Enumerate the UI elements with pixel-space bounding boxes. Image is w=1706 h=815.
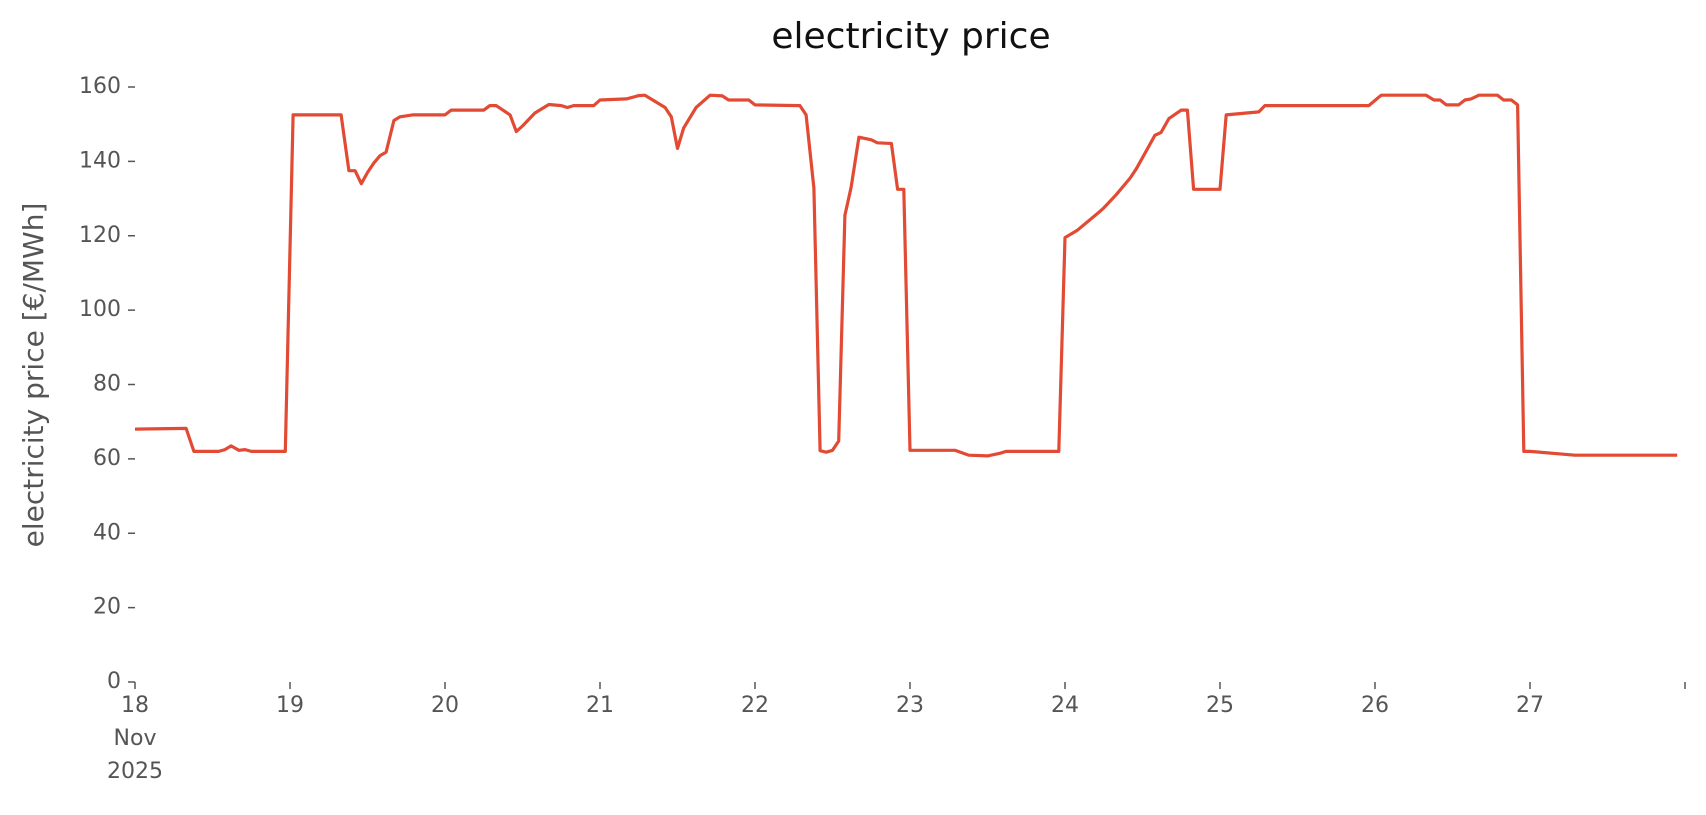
x-tick-label: 18 [121,693,149,718]
x-tick-label: 27 [1516,693,1544,718]
y-tick-label: 60 [93,446,121,471]
x-tick-sublabel: 2025 [107,759,163,784]
y-tick-label: 140 [79,148,121,173]
y-tick-label: 100 [79,297,121,322]
x-tick-label: 21 [586,693,614,718]
y-tick-label: 20 [93,595,121,620]
y-tick-label: 0 [107,669,121,694]
y-tick-label: 120 [79,223,121,248]
y-axis-label: electricity price [€/MWh] [17,203,50,548]
price-line [134,93,1678,458]
y-tick-label: 160 [79,74,121,99]
x-tick-label: 23 [896,693,924,718]
y-tick-label: 40 [93,520,121,545]
chart-title: electricity price [771,16,1050,57]
x-tick-label: 20 [431,693,459,718]
x-tick-label: 26 [1361,693,1389,718]
x-tick-label: 24 [1051,693,1079,718]
y-tick-label: 80 [93,372,121,397]
x-tick-sublabel: Nov [114,726,157,751]
x-tick-label: 22 [741,693,769,718]
x-tick-label: 25 [1206,693,1234,718]
x-tick-label: 19 [276,693,304,718]
